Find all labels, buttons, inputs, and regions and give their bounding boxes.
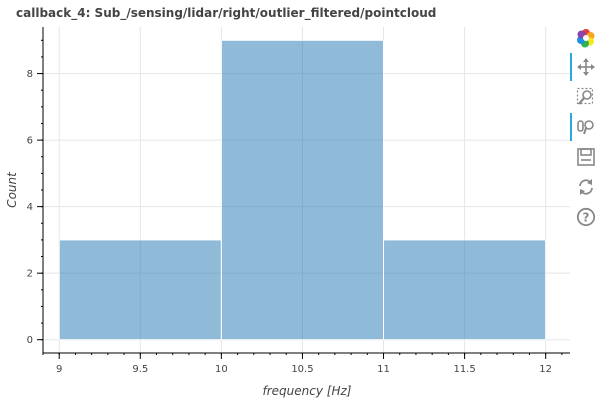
y-tick-label: 8 <box>27 69 33 80</box>
x-tick-label: 9 <box>56 364 62 375</box>
x-tick-label: 9.5 <box>132 364 148 375</box>
x-axis-label: frequency [Hz] <box>263 384 352 398</box>
y-tick-label: 4 <box>27 202 33 213</box>
y-tick-label: 0 <box>27 335 33 346</box>
save-icon[interactable] <box>574 145 598 169</box>
histogram-bar-2 <box>220 39 385 341</box>
chart-title: callback_4: Sub_/sensing/lidar/right/out… <box>16 6 437 20</box>
bokeh-logo-icon[interactable] <box>574 26 598 50</box>
histogram-bars <box>58 39 547 341</box>
x-tick-label: 11 <box>377 364 390 375</box>
axes: 9 9.5 10 10.5 11 11.5 12 0 2 4 6 8 <box>27 27 570 375</box>
toolbar: ? <box>570 24 600 244</box>
box-zoom-icon[interactable] <box>574 85 598 109</box>
x-tick-label: 12 <box>539 364 552 375</box>
histogram-bar-3 <box>383 239 547 341</box>
wheel-zoom-active-indicator <box>570 113 572 141</box>
y-axis-label: Count <box>5 171 19 208</box>
x-tick-label: 10.5 <box>291 364 313 375</box>
wheel-zoom-icon[interactable] <box>574 115 598 139</box>
reset-icon[interactable] <box>574 175 598 199</box>
x-tick-label: 10 <box>215 364 228 375</box>
x-tick-label: 11.5 <box>453 364 475 375</box>
histogram-bar-1 <box>58 239 222 341</box>
y-tick-label: 2 <box>27 269 33 280</box>
pan-active-indicator <box>570 53 572 81</box>
help-icon[interactable]: ? <box>574 205 598 229</box>
y-tick-label: 6 <box>27 136 33 147</box>
pan-icon[interactable] <box>574 55 598 79</box>
svg-text:?: ? <box>583 211 590 225</box>
